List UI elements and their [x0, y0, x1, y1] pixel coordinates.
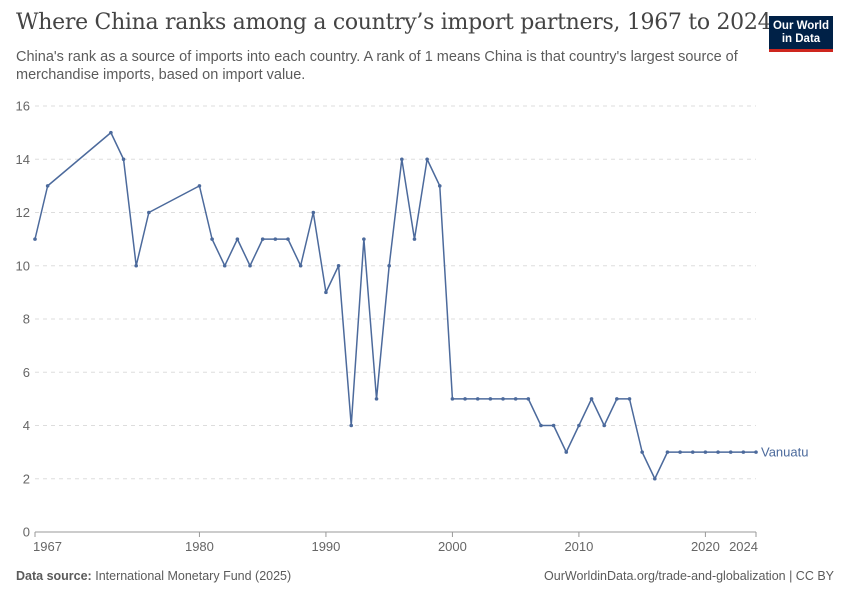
data-point: [665, 450, 670, 454]
data-point: [678, 450, 682, 454]
y-tick-label: 10: [16, 258, 30, 273]
data-point: [121, 157, 126, 162]
data-point: [412, 237, 417, 241]
x-tick-label: 1980: [185, 539, 214, 554]
data-point: [286, 237, 290, 241]
data-point: [703, 450, 708, 454]
data-point: [45, 184, 50, 188]
data-point: [728, 450, 733, 454]
x-tick-label: 2010: [564, 539, 593, 554]
data-point: [526, 397, 531, 401]
series-label-vanuatu: Vanuatu: [761, 445, 808, 460]
line-chart: 0 2 4 6 8 10 12 14 16 1967 1980 1990 2000 2010 2020 202…: [16, 99, 809, 555]
data-point: [501, 397, 505, 401]
y-tick-label: 8: [23, 312, 30, 327]
data-point: [400, 157, 404, 162]
data-point: [324, 290, 328, 295]
data-point: [33, 237, 37, 241]
y-tick-label: 16: [16, 99, 30, 114]
y-tick-label: 14: [16, 152, 30, 167]
data-point: [640, 450, 644, 454]
data-point: [615, 397, 619, 401]
y-tick-label: 2: [23, 471, 30, 486]
data-point: [210, 237, 214, 241]
x-tick-label: 2000: [438, 539, 467, 554]
y-tick-label: 0: [23, 525, 30, 540]
data-point: [336, 263, 341, 268]
data-point: [716, 450, 720, 454]
data-point: [564, 450, 569, 454]
data-point: [374, 397, 379, 401]
data-point: [690, 450, 695, 454]
data-source-text[interactable]: International Monetary Fund (2025): [95, 569, 292, 583]
data-point: [475, 397, 480, 401]
data-point: [147, 210, 151, 215]
data-point: [577, 423, 581, 428]
data-point: [362, 237, 366, 241]
chart-subtitle: China's rank as a source of imports into…: [16, 49, 738, 83]
data-point: [235, 237, 240, 241]
data-point: [488, 397, 493, 401]
footer-link[interactable]: OurWorldinData.org/trade-and-globalizati…: [544, 569, 834, 583]
data-point: [653, 476, 657, 481]
data-point: [602, 423, 607, 428]
x-tick-label: 1990: [311, 539, 340, 554]
data-point: [513, 397, 518, 401]
logo-line-1: Our World: [772, 20, 829, 32]
data-point: [539, 423, 543, 428]
data-point: [450, 397, 455, 401]
data-point: [197, 184, 202, 188]
x-tick-label: 2024: [729, 539, 758, 554]
x-tick-label: 1967: [33, 539, 62, 554]
data-point: [349, 423, 354, 428]
owid-logo[interactable]: Our World in Data: [769, 16, 833, 52]
data-point: [551, 423, 556, 428]
data-point: [134, 263, 138, 268]
chart-title: Where China ranks among a country’s impo…: [16, 10, 772, 35]
data-point: [627, 397, 632, 401]
data-point: [298, 263, 303, 268]
data-point: [311, 210, 316, 215]
data-point: [222, 263, 227, 268]
data-point: [754, 450, 758, 454]
data-source-label: Data source:: [16, 569, 92, 583]
data-point: [741, 450, 746, 454]
data-point: [248, 263, 252, 268]
data-point: [589, 397, 594, 401]
y-tick-label: 12: [16, 205, 30, 220]
logo-line-2: in Data: [781, 33, 821, 45]
series-line-vanuatu: [34, 131, 756, 480]
data-point: [387, 263, 391, 268]
data-point: [273, 237, 278, 241]
data-point: [463, 397, 467, 401]
data-source: Data source: International Monetary Fund…: [16, 569, 291, 583]
data-point: [437, 184, 442, 188]
x-tick-label: 2020: [691, 539, 720, 554]
y-tick-label: 4: [23, 418, 30, 433]
data-point: [425, 157, 429, 162]
data-point: [109, 130, 113, 135]
data-point: [260, 237, 265, 241]
y-tick-label: 6: [23, 365, 30, 380]
